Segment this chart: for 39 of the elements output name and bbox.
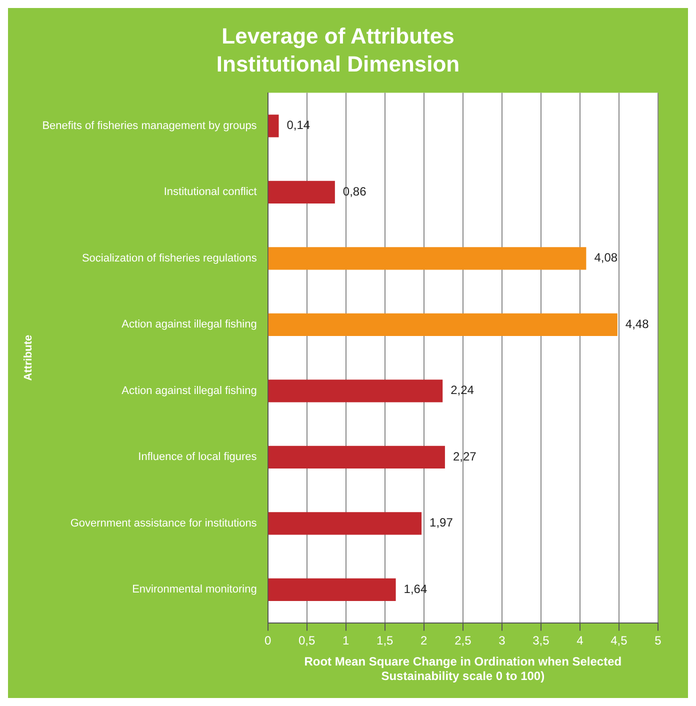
x-tick-label: 4 — [576, 633, 584, 648]
x-tick-label: 3,5 — [532, 633, 550, 648]
bar — [268, 578, 396, 601]
x-tick-label: 5 — [654, 633, 662, 648]
y-tick-label: Institutional conflict — [164, 186, 257, 198]
bar — [268, 114, 279, 138]
x-tick-label: 2,5 — [454, 633, 472, 648]
x-tick-label: 1,5 — [376, 633, 394, 648]
bar — [268, 247, 586, 270]
y-tick-label: Socialization of fisheries regulations — [82, 252, 258, 264]
chart-title: Leverage of Attributes — [222, 23, 454, 48]
chart-subtitle: Institutional Dimension — [216, 52, 460, 77]
bar — [268, 446, 445, 468]
y-tick-label: Action against illegal fishing — [122, 384, 257, 397]
bar — [268, 512, 422, 535]
x-tick-label: 3 — [498, 633, 506, 648]
x-tick-label: 4,5 — [610, 633, 628, 648]
x-tick-label: 0 — [264, 633, 272, 648]
data-label: 0,14 — [286, 118, 310, 132]
x-tick-label: 0,5 — [298, 633, 316, 648]
x-tick-label: 2 — [420, 633, 428, 648]
bar — [268, 180, 335, 204]
data-label: 2,27 — [452, 449, 477, 464]
y-tick-label: Benefits of fisheries management by groups — [42, 120, 258, 132]
data-label: 1,97 — [430, 516, 454, 530]
y-tick-label: Environmental monitoring — [132, 584, 257, 596]
y-axis-title: Attribute — [22, 334, 35, 381]
data-label: 4,48 — [625, 316, 650, 331]
x-axis-title: Root Mean Square Change in Ordination when Selected Sustainability scale 0 to 100) — [304, 654, 622, 684]
bar — [268, 313, 618, 336]
y-tick-label: Influence of local figures — [138, 451, 258, 464]
data-label: 1,64 — [404, 582, 428, 596]
y-tick-label: Action against illegal fishing — [122, 318, 257, 331]
data-label: 2,24 — [450, 383, 474, 398]
data-label: 4,08 — [594, 250, 618, 265]
bar — [268, 380, 443, 402]
y-tick-label: Government assistance for institutions — [70, 517, 258, 530]
data-label: 0,86 — [342, 184, 367, 198]
x-tick-label: 1 — [342, 633, 350, 648]
